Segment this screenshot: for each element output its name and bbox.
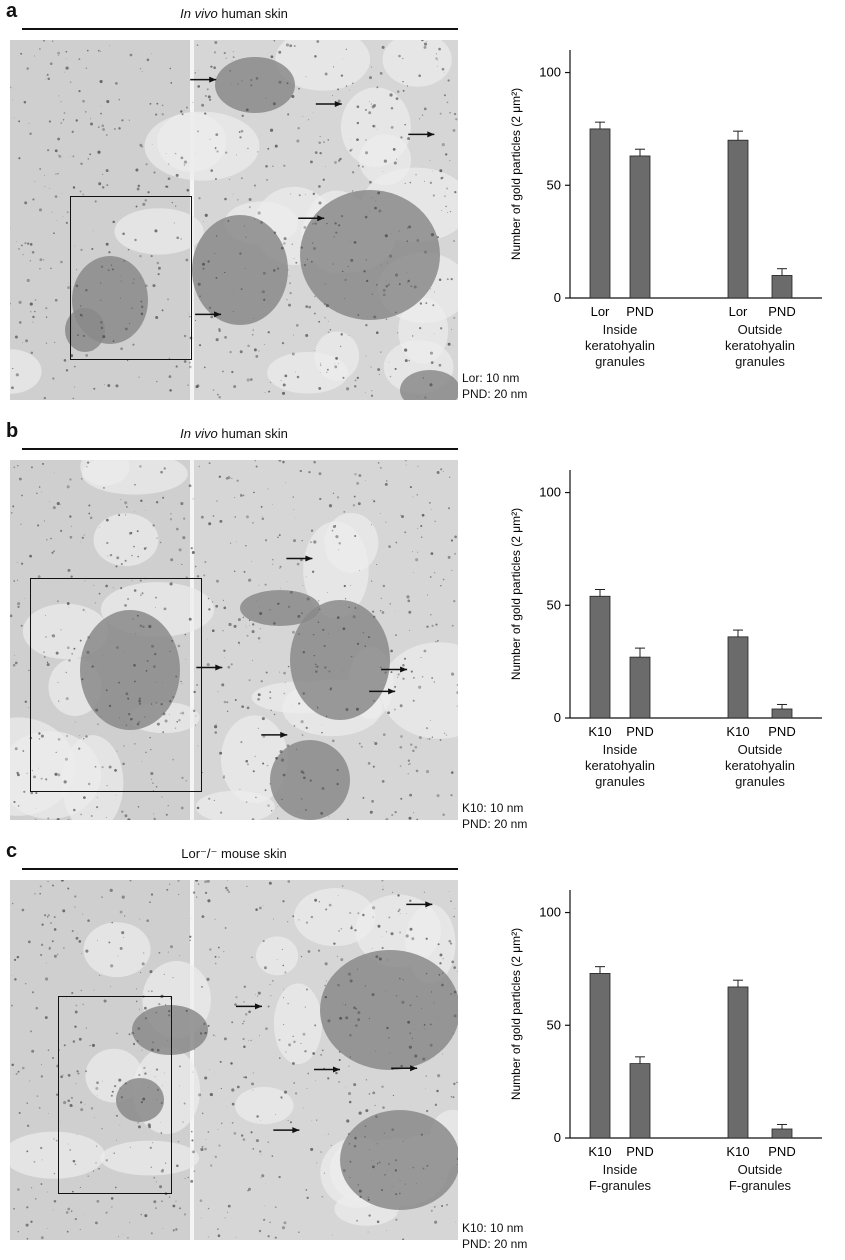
gold-size-legend: K10: 10 nm PND: 20 nm — [462, 800, 527, 832]
group-label: Inside keratohyalin granules — [560, 742, 680, 790]
bar — [589, 973, 611, 1139]
group-label-line: keratohyalin — [584, 758, 656, 773]
panel-title-italic: In vivo — [180, 6, 218, 21]
y-axis-label: Number of gold particles (2 μm²) — [509, 88, 523, 260]
category-label: PND — [768, 304, 795, 319]
bar — [629, 656, 651, 719]
inset-box — [70, 196, 192, 360]
bar — [629, 155, 651, 299]
category-label: PND — [768, 724, 795, 739]
bar — [727, 139, 749, 299]
gold-size-legend-line: PND: 20 nm — [462, 387, 528, 401]
bar-chart: Number of gold particles (2 μm²) 0 50 100 K1… — [490, 460, 830, 765]
group-label-line: keratohyalin — [724, 338, 796, 353]
bar-chart-svg: Number of gold particles (2 μm²) 0 50 100 K1… — [509, 470, 822, 739]
group-label-line: F-granules — [728, 1178, 792, 1193]
y-tick-label: 0 — [554, 1130, 561, 1145]
category-label: K10 — [588, 1144, 611, 1159]
bar-chart: Number of gold particles (2 μm²) 0 50 100 Lo… — [490, 40, 830, 345]
group-label: Outside keratohyalin granules — [700, 742, 820, 790]
panel-title-text: human skin — [217, 6, 288, 21]
y-tick-label: 50 — [547, 597, 561, 612]
gold-size-legend-line: PND: 20 nm — [462, 1237, 528, 1251]
inset-box — [58, 996, 172, 1194]
category-label: PND — [626, 1144, 653, 1159]
group-label-line: granules — [595, 774, 645, 789]
gold-size-legend: Lor: 10 nm PND: 20 nm — [462, 370, 527, 402]
group-label-line: F-granules — [588, 1178, 652, 1193]
bar — [771, 1128, 793, 1139]
inset-box — [30, 578, 202, 792]
gold-size-legend-line: K10: 10 nm — [462, 1221, 524, 1235]
gold-size-legend: K10: 10 nm PND: 20 nm — [462, 1220, 527, 1252]
group-label-line: Inside — [602, 742, 638, 757]
group-label-line: keratohyalin — [724, 758, 796, 773]
figure-panel-b: b In vivo human skin K10: 10 nm PND: 20 nm N… — [0, 420, 845, 840]
bar — [727, 636, 749, 719]
bar-chart-svg: Number of gold particles (2 μm²) 0 50 100 Lo… — [509, 50, 822, 319]
group-label-line: Inside — [602, 1162, 638, 1177]
group-label-line: granules — [735, 354, 785, 369]
y-tick-label: 100 — [539, 65, 561, 80]
panel-title-text: Lor⁻/⁻ mouse skin — [181, 846, 287, 861]
y-tick-label: 50 — [547, 177, 561, 192]
gold-size-legend-line: K10: 10 nm — [462, 801, 524, 815]
panel-title-text: human skin — [217, 426, 288, 441]
y-tick-label: 100 — [539, 485, 561, 500]
category-label: K10 — [726, 724, 749, 739]
category-label: Lor — [591, 304, 610, 319]
y-tick-label: 0 — [554, 290, 561, 305]
group-label-line: keratohyalin — [584, 338, 656, 353]
bar — [589, 128, 611, 299]
category-label: PND — [626, 724, 653, 739]
panel-letter: c — [6, 840, 18, 862]
group-label-line: granules — [735, 774, 785, 789]
y-tick-label: 0 — [554, 710, 561, 725]
micrograph-image — [10, 460, 458, 820]
panel-title-italic: In vivo — [180, 426, 218, 441]
group-label-line: Inside — [602, 322, 638, 337]
y-axis-label: Number of gold particles (2 μm²) — [509, 928, 523, 1100]
title-rule — [22, 448, 458, 450]
bar — [771, 275, 793, 299]
micrograph-image — [10, 40, 458, 400]
category-label: K10 — [726, 1144, 749, 1159]
panel-title: In vivo human skin — [10, 6, 458, 21]
y-tick-label: 50 — [547, 1017, 561, 1032]
figure-panel-c: c Lor⁻/⁻ mouse skin K10: 10 nm PND: 20 nm Nu… — [0, 840, 845, 1260]
group-label: Inside keratohyalin granules — [560, 322, 680, 370]
panel-title: Lor⁻/⁻ mouse skin — [10, 846, 458, 862]
group-label-line: Outside — [737, 1162, 783, 1177]
category-label: Lor — [729, 304, 748, 319]
y-axis-label: Number of gold particles (2 μm²) — [509, 508, 523, 680]
gold-size-legend-line: Lor: 10 nm — [462, 371, 520, 385]
category-label: K10 — [588, 724, 611, 739]
bar — [771, 708, 793, 719]
group-label: Outside F-granules — [700, 1162, 820, 1194]
group-label-line: Outside — [737, 742, 783, 757]
bar-chart-svg: Number of gold particles (2 μm²) 0 50 100 K1… — [509, 890, 822, 1159]
group-label-line: granules — [595, 354, 645, 369]
bar — [727, 986, 749, 1139]
panel-letter: a — [6, 0, 18, 22]
title-rule — [22, 28, 458, 30]
group-label-line: Outside — [737, 322, 783, 337]
y-tick-label: 100 — [539, 905, 561, 920]
micrograph-image — [10, 880, 458, 1240]
bar — [589, 595, 611, 719]
category-label: PND — [626, 304, 653, 319]
panel-letter: b — [6, 420, 19, 442]
panel-title: In vivo human skin — [10, 426, 458, 441]
gold-size-legend-line: PND: 20 nm — [462, 817, 528, 831]
bar — [629, 1063, 651, 1139]
bar-chart: Number of gold particles (2 μm²) 0 50 100 K1… — [490, 880, 830, 1185]
figure-panel-a: a In vivo human skin Lor: 10 nm PND: 20 nm N… — [0, 0, 845, 420]
category-label: PND — [768, 1144, 795, 1159]
title-rule — [22, 868, 458, 870]
group-label: Outside keratohyalin granules — [700, 322, 820, 370]
group-label: Inside F-granules — [560, 1162, 680, 1194]
